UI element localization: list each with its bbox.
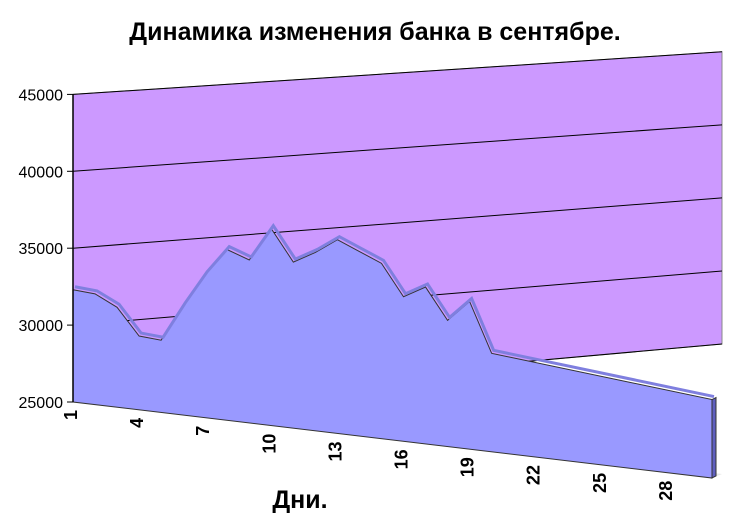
gridline	[72, 197, 723, 249]
x-tick-label: 4	[127, 418, 147, 428]
area-series	[72, 227, 713, 479]
y-tick-label: 25000	[19, 395, 64, 412]
x-tick-label: 16	[392, 449, 412, 469]
x-tick-label: 1	[61, 410, 81, 420]
chart-title: Динамика изменения банка в сентябре.	[129, 18, 620, 46]
x-tick-label: 19	[458, 457, 478, 477]
x-tick-label: 10	[259, 434, 279, 454]
x-axis-label: Дни.	[272, 486, 327, 514]
x-tick-label: 25	[590, 473, 610, 493]
y-tick-label: 40000	[19, 164, 64, 181]
gridline	[72, 124, 723, 172]
y-tick-label: 30000	[19, 318, 64, 335]
y-tick-label: 35000	[19, 241, 64, 258]
y-tick-label: 45000	[19, 87, 64, 104]
x-axis-ticks: 1 4 7 10 13 16 19 22 25 28	[61, 410, 676, 501]
gridline	[72, 51, 723, 95]
x-tick-label: 13	[325, 441, 345, 461]
x-tick-label: 22	[524, 465, 544, 485]
x-tick-label: 7	[193, 426, 213, 436]
area-side-face	[711, 396, 717, 479]
y-axis-ticks: 25000 30000 35000 40000 45000	[19, 87, 73, 412]
x-tick-label: 28	[656, 481, 676, 501]
area-top-edge	[74, 223, 715, 399]
